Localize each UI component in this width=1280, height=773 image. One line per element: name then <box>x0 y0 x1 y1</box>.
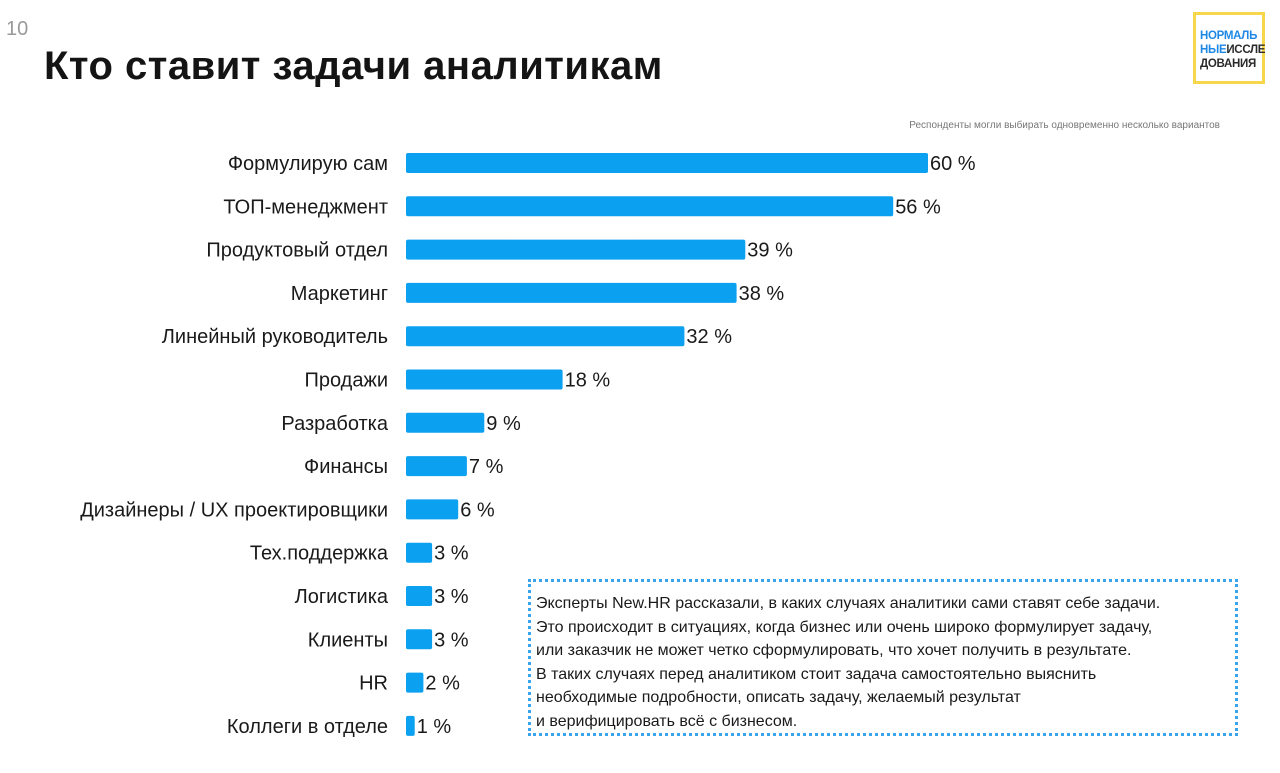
category-label: Коллеги в отделе <box>227 716 388 738</box>
page-title: Кто ставит задачи аналитикам <box>44 44 663 88</box>
bar <box>406 412 485 433</box>
logo-line-2: НЫЕИССЛЕ <box>1200 43 1266 57</box>
callout-line: необходимые подробности, описать задачу,… <box>536 689 1021 706</box>
category-label: Клиенты <box>308 629 388 651</box>
category-label: Логистика <box>295 586 389 608</box>
respondents-note: Респонденты могли выбирать одновременно … <box>909 120 1220 131</box>
callout-line: Эксперты New.HR рассказали, в каких случ… <box>536 595 1161 612</box>
value-label: 38 % <box>739 283 785 305</box>
value-label: 9 % <box>486 413 521 435</box>
category-label: Дизайнеры / UX проектировщики <box>80 499 388 521</box>
brand-logo: НОРМАЛЬ НЫЕИССЛЕ ДОВАНИЯ <box>1193 12 1265 84</box>
category-label: Продажи <box>304 370 388 392</box>
value-label: 39 % <box>747 240 793 262</box>
category-label: Продуктовый отдел <box>206 240 388 262</box>
logo-line-3: ДОВАНИЯ <box>1200 58 1256 70</box>
bar <box>406 369 563 390</box>
logo-line-2-dark: ИССЛЕ <box>1226 44 1266 56</box>
bar <box>406 715 415 736</box>
category-label: HR <box>359 673 388 695</box>
bar <box>406 196 894 217</box>
category-label: Тех.поддержка <box>250 543 389 565</box>
bar <box>406 326 685 347</box>
logo-line-1: НОРМАЛЬ <box>1200 30 1258 42</box>
value-label: 3 % <box>434 543 469 565</box>
bar <box>406 153 928 173</box>
value-label: 3 % <box>434 629 469 651</box>
callout-line: или заказчик не может четко сформулирова… <box>536 642 1132 659</box>
callout-line: Это происходит в ситуациях, когда бизнес… <box>536 618 1153 636</box>
value-label: 18 % <box>565 370 611 392</box>
bar <box>406 542 433 563</box>
callout-line: и верифицировать всё с бизнесом. <box>536 712 798 730</box>
page-number: 10 <box>6 18 29 40</box>
value-label: 32 % <box>686 326 732 348</box>
value-label: 2 % <box>425 673 460 695</box>
value-label: 6 % <box>460 499 495 521</box>
category-label: Маркетинг <box>291 283 388 305</box>
logo-line-2-blue: НЫЕ <box>1200 44 1227 56</box>
experts-callout: Эксперты New.HR рассказали, в каких случ… <box>528 579 1238 736</box>
category-label: Формулирую сам <box>228 153 388 175</box>
category-label: Финансы <box>304 456 388 478</box>
bar <box>406 456 467 477</box>
value-label: 60 % <box>930 153 976 175</box>
category-label: ТОП-менеджмент <box>223 196 388 218</box>
bar <box>406 499 459 520</box>
bar <box>406 672 424 693</box>
bar <box>406 586 433 606</box>
value-label: 1 % <box>417 716 452 738</box>
value-label: 7 % <box>469 456 504 478</box>
bar <box>406 282 737 303</box>
category-label: Линейный руководитель <box>162 326 388 348</box>
callout-line: В таких случаях перед аналитиком стоит з… <box>536 665 1097 683</box>
bar <box>406 629 433 650</box>
bar <box>406 239 746 260</box>
category-label: Разработка <box>281 413 388 435</box>
value-label: 56 % <box>895 196 941 218</box>
value-label: 3 % <box>434 586 469 608</box>
